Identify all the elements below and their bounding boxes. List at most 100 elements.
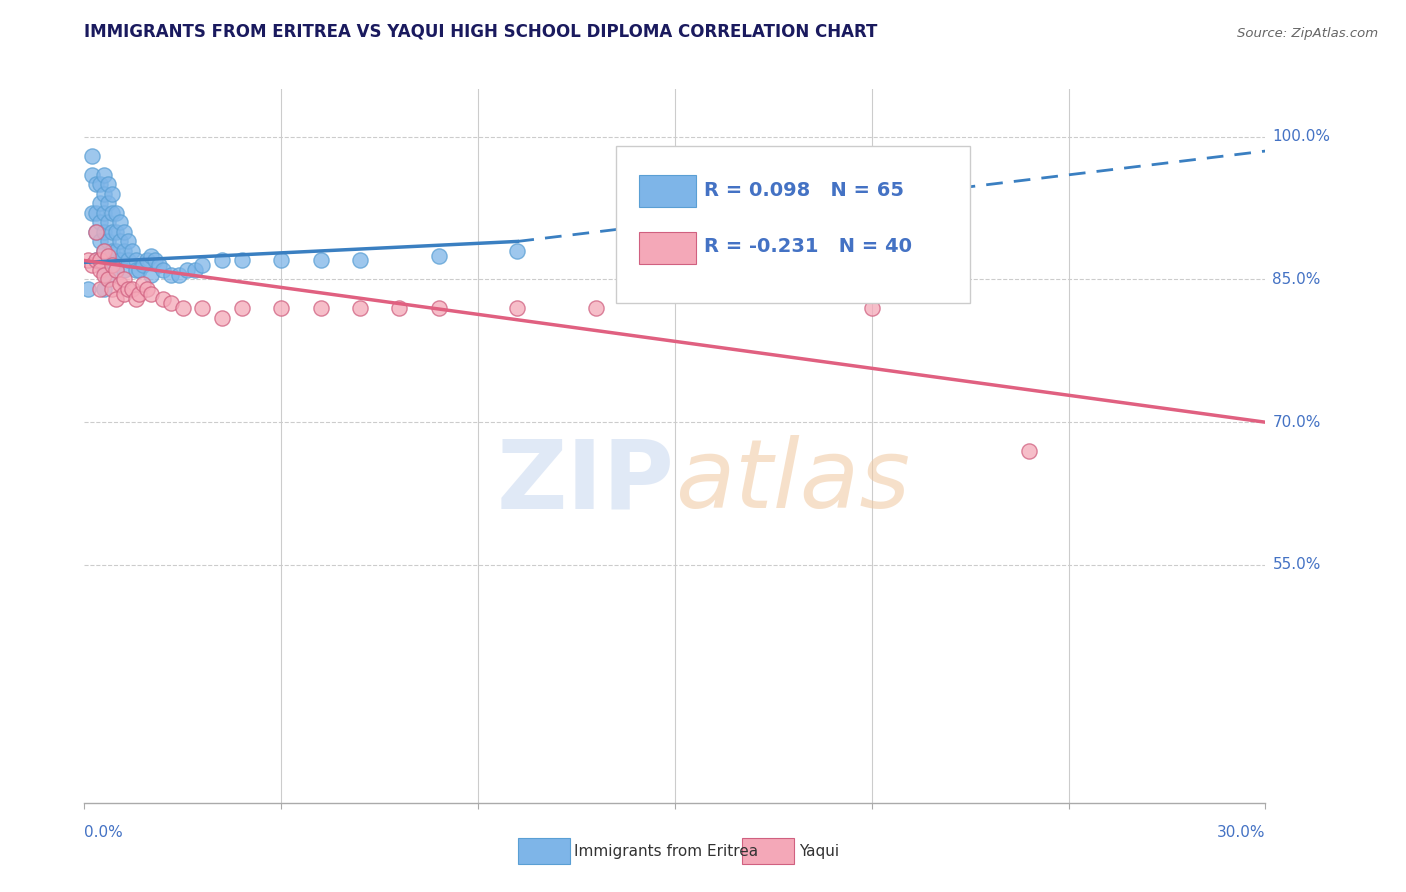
Point	[104, 244, 127, 258]
Text: ZIP: ZIP	[496, 435, 675, 528]
Point	[101, 206, 124, 220]
FancyBboxPatch shape	[640, 232, 696, 264]
Text: 30.0%: 30.0%	[1218, 825, 1265, 840]
Point	[89, 235, 111, 249]
Point	[104, 292, 127, 306]
Point	[132, 258, 155, 272]
Point	[506, 301, 529, 315]
Text: Immigrants from Eritrea: Immigrants from Eritrea	[575, 844, 759, 859]
Point	[84, 253, 107, 268]
Point	[128, 263, 150, 277]
Point	[97, 178, 120, 192]
Point	[93, 206, 115, 220]
Point	[121, 282, 143, 296]
Text: 0.0%: 0.0%	[84, 825, 124, 840]
Point	[84, 225, 107, 239]
Point	[136, 253, 159, 268]
Point	[231, 301, 253, 315]
Point	[97, 272, 120, 286]
Point	[112, 244, 135, 258]
Text: 55.0%: 55.0%	[1272, 558, 1320, 573]
Point	[93, 244, 115, 258]
FancyBboxPatch shape	[517, 838, 569, 864]
Point	[231, 253, 253, 268]
Point	[860, 301, 883, 315]
Point	[82, 168, 104, 182]
Point	[97, 196, 120, 211]
Point	[97, 253, 120, 268]
Point	[89, 215, 111, 229]
Point	[84, 225, 107, 239]
Point	[124, 253, 146, 268]
Point	[84, 253, 107, 268]
Point	[97, 249, 120, 263]
Point	[101, 282, 124, 296]
Point	[211, 253, 233, 268]
Point	[427, 249, 450, 263]
Point	[388, 301, 411, 315]
Point	[117, 282, 139, 296]
Text: atlas: atlas	[675, 435, 910, 528]
Point	[108, 253, 131, 268]
Point	[89, 178, 111, 192]
Point	[112, 263, 135, 277]
Point	[112, 286, 135, 301]
Point	[77, 253, 100, 268]
Point	[89, 253, 111, 268]
Point	[309, 253, 332, 268]
Point	[136, 282, 159, 296]
Point	[108, 235, 131, 249]
Point	[1018, 443, 1040, 458]
Point	[89, 263, 111, 277]
Point	[117, 235, 139, 249]
FancyBboxPatch shape	[742, 838, 794, 864]
Text: Yaqui: Yaqui	[799, 844, 839, 859]
Point	[82, 149, 104, 163]
Point	[89, 196, 111, 211]
Point	[108, 215, 131, 229]
Point	[84, 178, 107, 192]
Point	[141, 249, 163, 263]
Point	[97, 272, 120, 286]
Point	[104, 225, 127, 239]
Point	[77, 282, 100, 296]
Point	[152, 263, 174, 277]
Text: 85.0%: 85.0%	[1272, 272, 1320, 287]
Point	[124, 292, 146, 306]
Point	[124, 263, 146, 277]
Point	[141, 268, 163, 282]
FancyBboxPatch shape	[640, 175, 696, 207]
Point	[167, 268, 190, 282]
Point	[97, 235, 120, 249]
Point	[82, 206, 104, 220]
Point	[89, 282, 111, 296]
Point	[108, 277, 131, 292]
Point	[148, 258, 170, 272]
Point	[349, 253, 371, 268]
Point	[176, 263, 198, 277]
Text: Source: ZipAtlas.com: Source: ZipAtlas.com	[1237, 27, 1378, 40]
Point	[104, 206, 127, 220]
Point	[104, 263, 127, 277]
Point	[101, 186, 124, 201]
Point	[172, 301, 194, 315]
Point	[270, 253, 292, 268]
Point	[93, 225, 115, 239]
Point	[160, 296, 183, 310]
Point	[93, 244, 115, 258]
Point	[82, 258, 104, 272]
Point	[93, 186, 115, 201]
Point	[427, 301, 450, 315]
Point	[101, 244, 124, 258]
Point	[112, 272, 135, 286]
Point	[112, 225, 135, 239]
FancyBboxPatch shape	[616, 146, 970, 303]
Point	[309, 301, 332, 315]
Point	[270, 301, 292, 315]
Point	[191, 301, 214, 315]
Point	[97, 215, 120, 229]
Point	[211, 310, 233, 325]
Point	[506, 244, 529, 258]
Point	[191, 258, 214, 272]
Point	[128, 286, 150, 301]
